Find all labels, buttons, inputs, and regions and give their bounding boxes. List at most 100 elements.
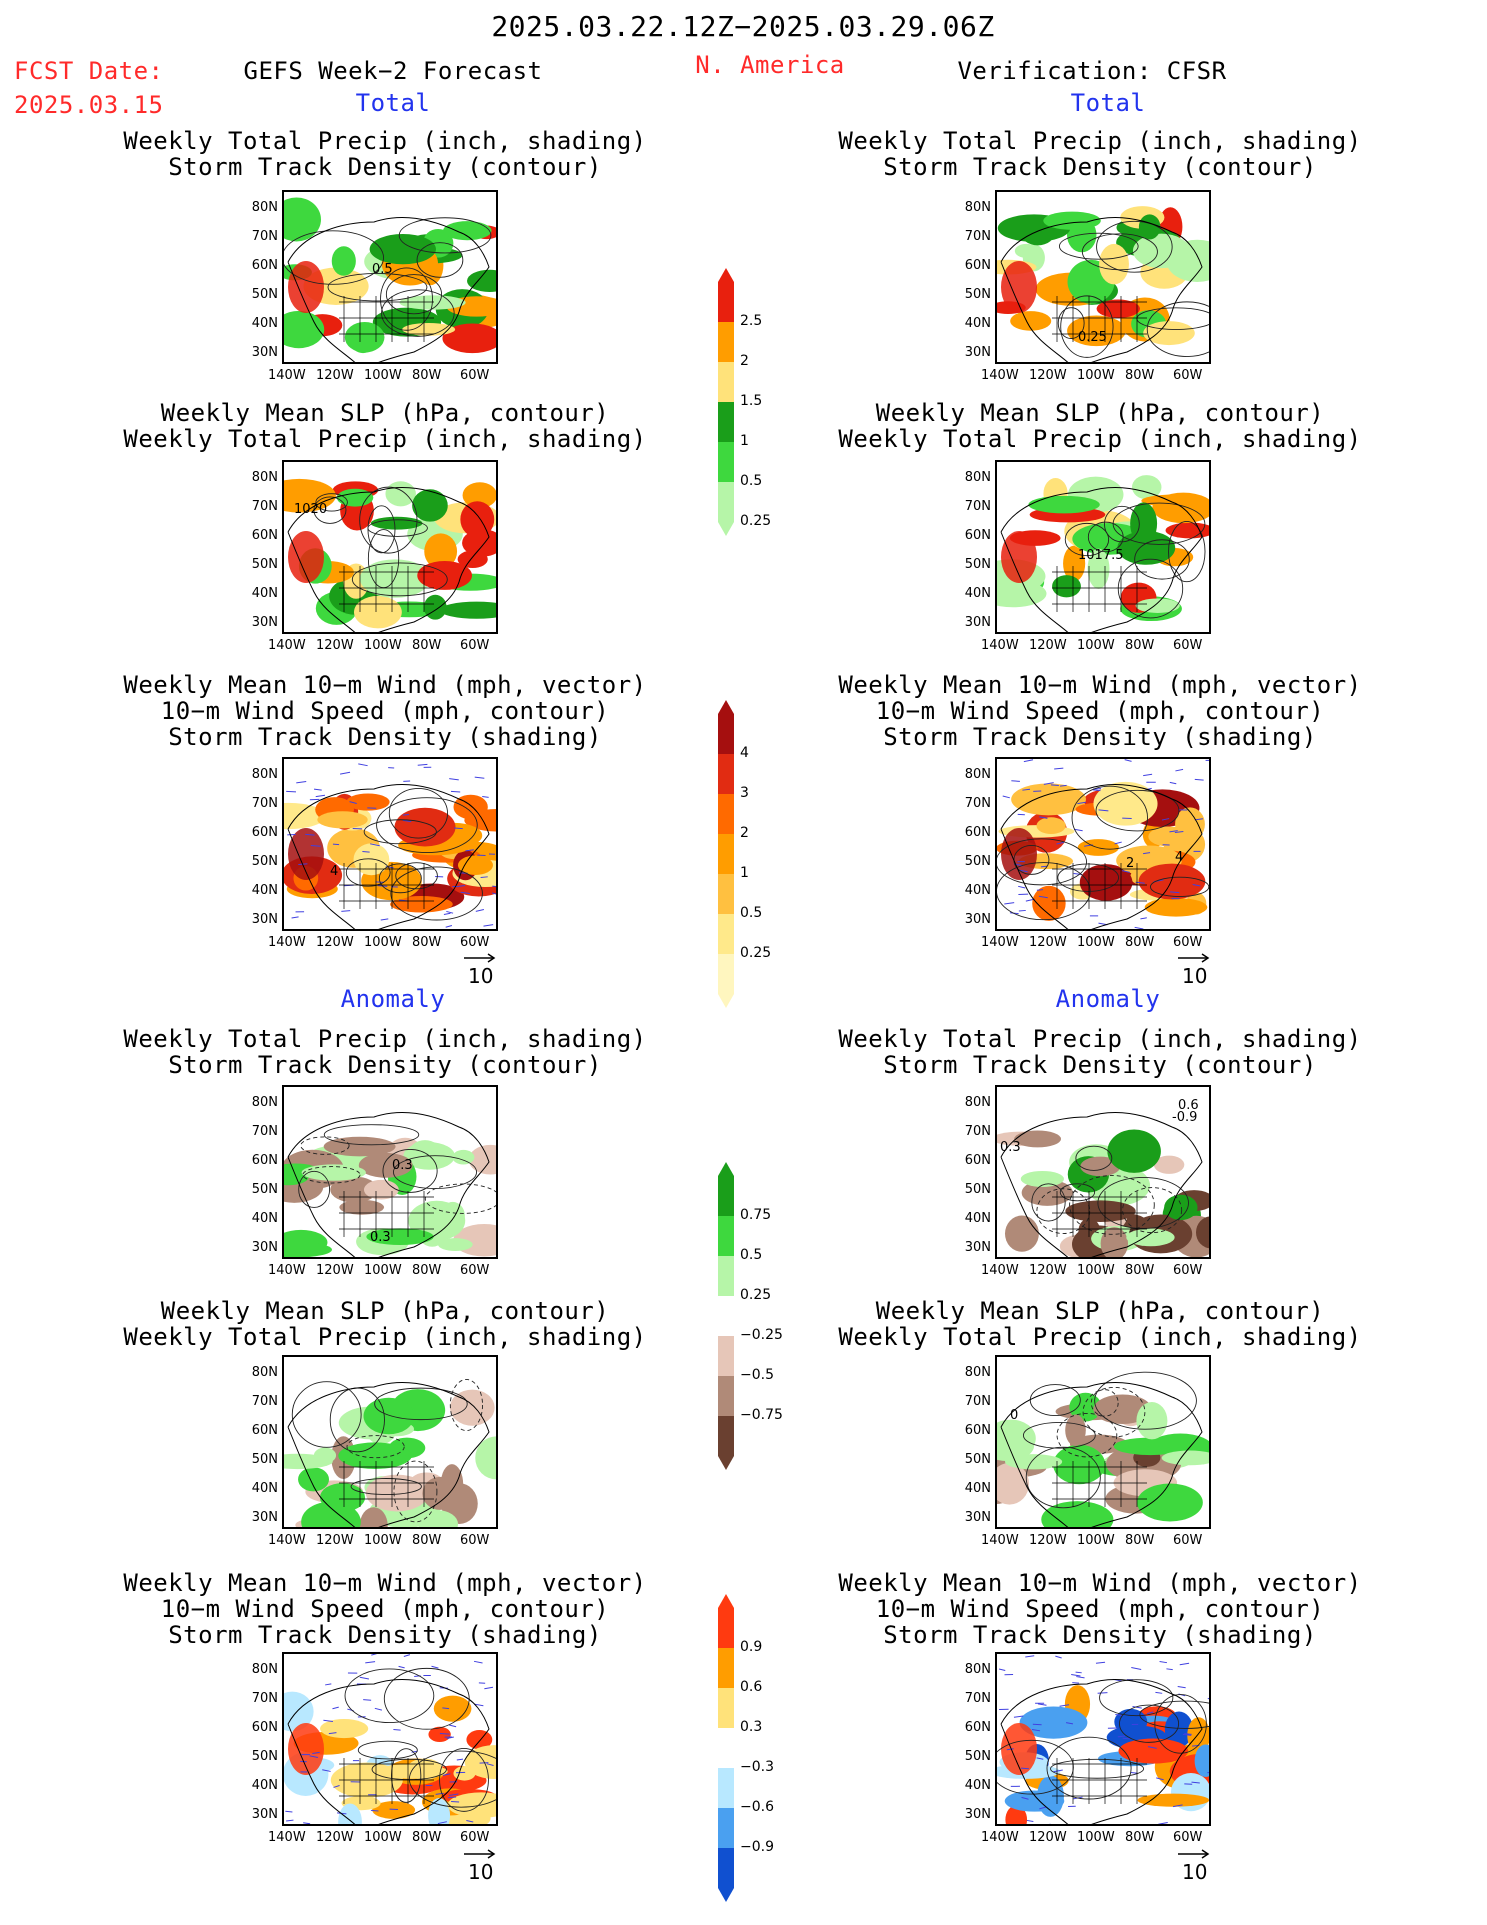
wind-vector <box>1146 1711 1154 1715</box>
lat-tick-label: 80N <box>964 1662 991 1677</box>
wind-vector <box>446 910 454 914</box>
section-anomaly-left: Anomaly <box>340 985 446 1013</box>
wind-vector <box>475 909 485 912</box>
wind-vector <box>1169 781 1177 785</box>
lat-tick-label: 50N <box>251 1452 278 1467</box>
contour-line <box>1069 1175 1155 1235</box>
shading-blob <box>460 501 495 538</box>
shading-blob <box>284 197 321 242</box>
coastline <box>287 783 490 929</box>
wind-vector <box>414 928 416 929</box>
lon-tick-label: 80W <box>412 638 442 653</box>
wind-vector <box>460 891 470 895</box>
coastline <box>287 486 490 632</box>
contour-label: 0.5 <box>372 262 393 277</box>
contour-line <box>390 866 483 921</box>
contour-line <box>1060 295 1114 358</box>
shading-blob <box>1001 261 1037 313</box>
wind-vector <box>313 788 322 791</box>
shading-blob <box>313 1447 337 1464</box>
wind-vector <box>483 924 494 927</box>
contour-line <box>284 230 384 285</box>
contour-label: 1017.5 <box>1078 548 1124 563</box>
contour-line <box>344 1668 435 1724</box>
lon-tick-label: 140W <box>981 1533 1019 1548</box>
wind-vector <box>1018 885 1026 889</box>
colorbar-segment <box>718 402 734 442</box>
contour-label: 0.3 <box>370 1230 391 1245</box>
wind-vector <box>1092 789 1101 792</box>
wind-vector <box>1097 1692 1108 1694</box>
shading-blob <box>301 1164 366 1181</box>
wind-vector <box>465 849 474 852</box>
wind-vector <box>439 1733 450 1735</box>
shading-blob <box>284 478 336 513</box>
contour-line <box>1059 1183 1096 1202</box>
lat-tick-label: 50N <box>964 557 991 572</box>
title-fc-wind-anom-3: Storm Track Density (shading) <box>168 1621 602 1649</box>
fcst-date-label: FCST Date: <box>14 57 164 85</box>
title-ob-precip-2: Storm Track Density (contour) <box>883 153 1317 181</box>
wind-vector <box>446 1736 454 1740</box>
lat-tick-label: 80N <box>251 1365 278 1380</box>
map-ob-precip-anom <box>995 1085 1211 1259</box>
wind-vector <box>1050 784 1059 787</box>
lon-tick-label: 60W <box>460 1533 490 1548</box>
lat-tick-label: 80N <box>251 1662 278 1677</box>
lat-tick-label: 30N <box>251 615 278 630</box>
shading-blob <box>346 793 390 811</box>
map-fc-wind-total <box>282 757 498 931</box>
map-fc-precip-total <box>282 190 498 364</box>
wind-vector <box>1156 1777 1164 1781</box>
shading-blob <box>1161 1450 1209 1466</box>
lat-tick-label: 70N <box>964 1691 991 1706</box>
contour-line <box>315 493 348 512</box>
title-ob-wind-2: 10−m Wind Speed (mph, contour) <box>875 697 1325 725</box>
lat-tick-label: 70N <box>251 1124 278 1139</box>
colorbar-arrow-top <box>718 700 734 714</box>
colorbar-segment <box>718 954 734 994</box>
wind-vector <box>1098 809 1109 812</box>
wind-vector <box>1040 865 1048 868</box>
contour-line <box>298 1170 331 1208</box>
colorbar-segment <box>718 282 734 322</box>
colorbar-arrow-bottom <box>718 522 734 536</box>
wind-vector <box>450 790 461 793</box>
shading-blob <box>1138 863 1206 900</box>
contour-line <box>327 273 428 302</box>
map-ob-wind-anom <box>995 1652 1211 1826</box>
colorbar-segment <box>718 1296 734 1336</box>
contour-label: 0.6 <box>1178 1098 1199 1113</box>
lon-tick-label: 60W <box>460 1830 490 1845</box>
title-ob-slp-2: Weekly Total Precip (inch, shading) <box>838 425 1362 453</box>
shading-blob <box>338 1803 362 1824</box>
lon-tick-label: 140W <box>268 935 306 950</box>
wind-vector <box>1134 926 1144 929</box>
lat-tick-label: 70N <box>251 796 278 811</box>
contour-line <box>1058 232 1139 260</box>
colorbar-segment <box>718 1808 734 1848</box>
contour-line <box>357 1740 418 1760</box>
contour-line <box>359 486 418 554</box>
map-ob-precip-total <box>995 190 1211 364</box>
colorbar-segment <box>718 1216 734 1256</box>
colorbar-arrow-top <box>718 268 734 282</box>
colorbar-arrow-bottom <box>718 1888 734 1902</box>
wind-vector <box>1040 1825 1048 1826</box>
colorbar-segment <box>718 1176 734 1216</box>
contour-label: 2 <box>1126 856 1135 871</box>
fcst-date: 2025.03.15 <box>14 91 164 119</box>
shading-blob <box>1164 1194 1198 1221</box>
lat-tick-label: 60N <box>251 1720 278 1735</box>
wind-vector <box>486 1763 494 1767</box>
contour-line <box>382 1149 438 1193</box>
shading-blob <box>1136 1483 1203 1522</box>
lat-tick-label: 70N <box>964 229 991 244</box>
lat-tick-label: 30N <box>964 615 991 630</box>
contour-line <box>393 1460 438 1523</box>
wind-vector <box>1053 1769 1063 1773</box>
wind-vector <box>1077 801 1086 805</box>
wind-vector <box>437 1821 447 1824</box>
lat-tick-label: 80N <box>964 470 991 485</box>
wind-vector <box>1168 1825 1175 1826</box>
